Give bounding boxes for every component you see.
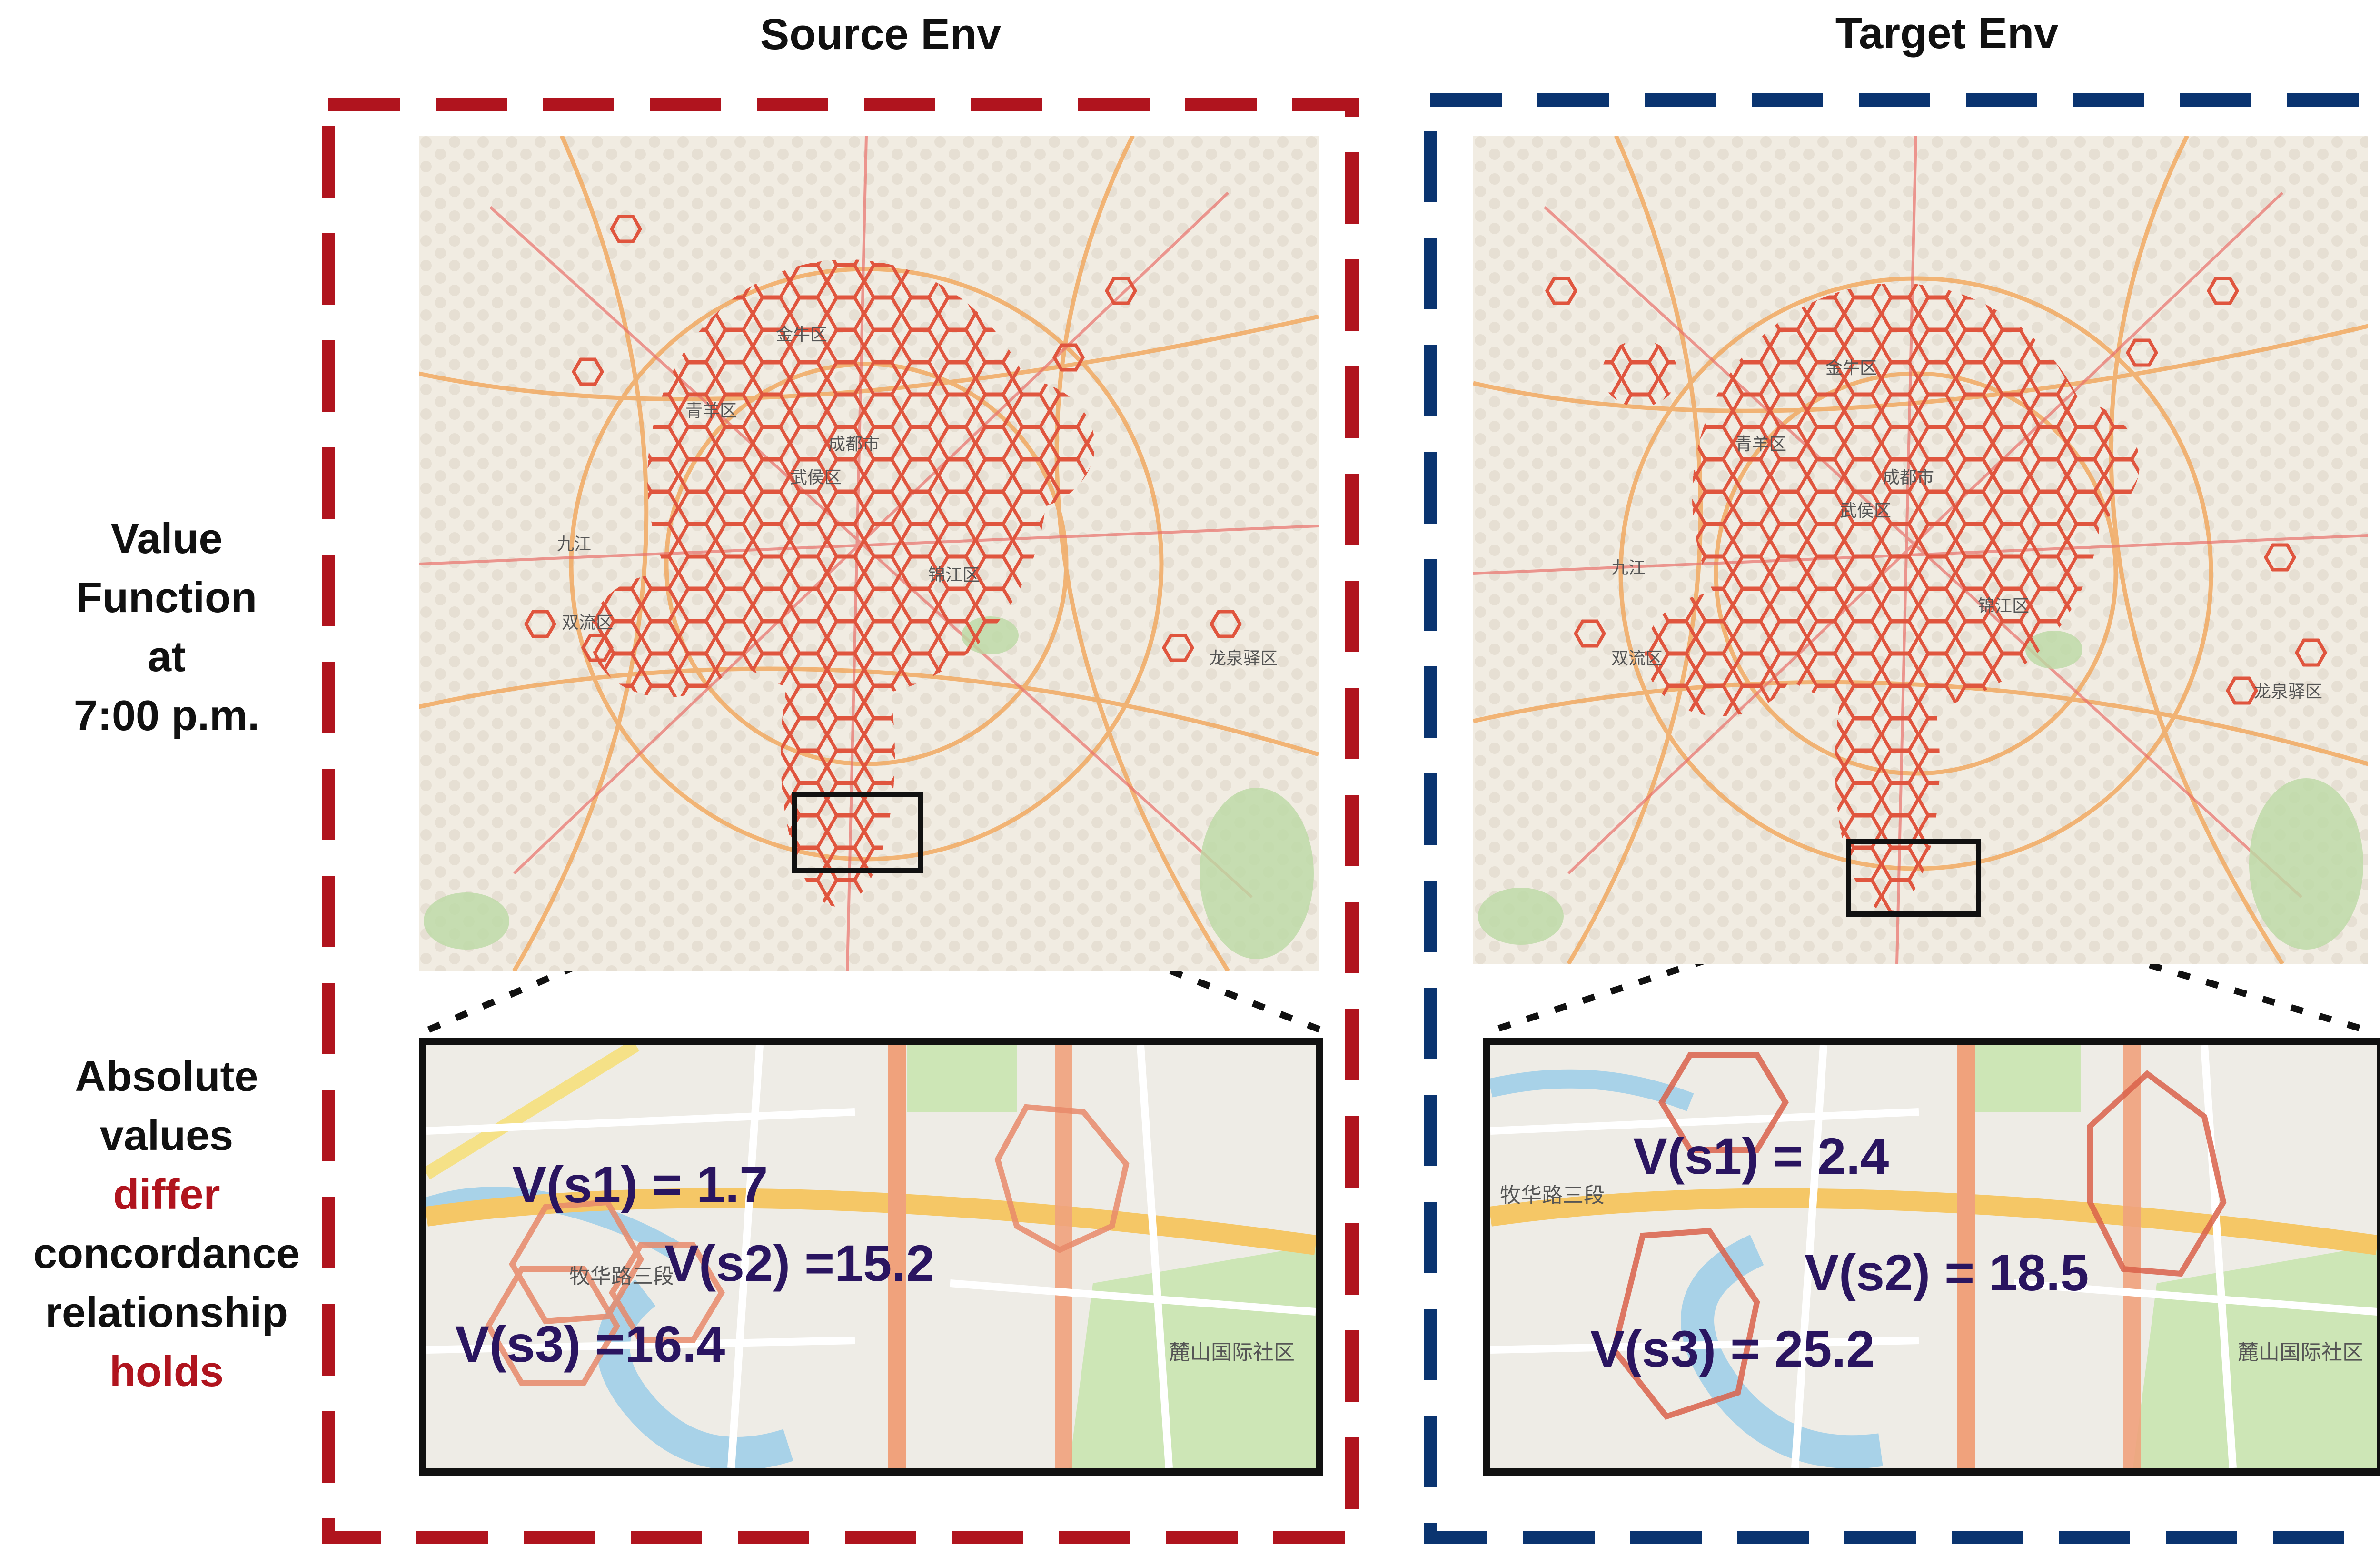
map-label: 麓山国际社区 [1169, 1340, 1295, 1365]
holds-highlight: holds [109, 1348, 224, 1396]
source-env-header: Source Env [760, 10, 1002, 59]
source-map: 金牛区 青羊区 成都市 武侯区 锦江区 双流区 龙泉驿区 九江 [419, 136, 1319, 971]
source-zoom-region [792, 792, 923, 873]
map-label: 成都市 [828, 435, 880, 454]
target-zoom-map: 牧华路三段 麓山国际社区 [1490, 1045, 2377, 1468]
target-env-header: Target Env [1835, 9, 2059, 58]
target-value-s1: V(s1) = 2.4 [1633, 1127, 1889, 1185]
map-label: 牧华路三段 [569, 1264, 674, 1288]
map-label: 双流区 [562, 613, 613, 633]
source-value-s3: V(s3) =16.4 [455, 1315, 725, 1373]
value-function-label: Value Function at 7:00 p.m. [73, 515, 260, 740]
target-map: 金牛区 青羊区 成都市 武侯区 锦江区 双流区 龙泉驿区 九江 [1473, 136, 2368, 964]
map-label: 龙泉驿区 [2254, 682, 2322, 702]
map-label: 金牛区 [776, 325, 827, 345]
map-label: 金牛区 [1825, 358, 1877, 378]
map-label: 九江 [1611, 558, 1646, 578]
source-zoom-map: 牧华路三段 麓山国际社区 [426, 1045, 1316, 1468]
source-map-canvas: 金牛区 青羊区 成都市 武侯区 锦江区 双流区 龙泉驿区 九江 [419, 136, 1319, 971]
differ-highlight: differ [113, 1171, 220, 1218]
absolute-values-label: Absolute values differ concordance relat… [10, 1047, 324, 1401]
target-value-s3: V(s3) = 25.2 [1590, 1320, 1875, 1377]
map-label: 青羊区 [685, 401, 737, 421]
target-zoom-region [1846, 839, 1981, 917]
source-env-frame [322, 98, 1359, 1544]
source-value-s1: V(s1) = 1.7 [512, 1156, 768, 1213]
target-map-canvas: 金牛区 青羊区 成都市 武侯区 锦江区 双流区 龙泉驿区 九江 [1473, 136, 2368, 964]
map-label: 麓山国际社区 [2238, 1340, 2363, 1365]
target-zoom-inset: 牧华路三段 麓山国际社区 V(s1) = 2.4 V(s2) = 18.5 V(… [1483, 1038, 2380, 1476]
map-label: 锦江区 [928, 565, 980, 585]
map-label: 武侯区 [790, 468, 842, 487]
map-label: 双流区 [1611, 649, 1663, 668]
map-label: 武侯区 [1840, 501, 1891, 521]
source-zoom-inset: 牧华路三段 麓山国际社区 V(s1) = 1.7 V(s2) =15.2 V(s… [419, 1038, 1323, 1476]
map-label: 九江 [557, 535, 591, 554]
target-env-frame [1424, 93, 2380, 1544]
map-label: 锦江区 [1978, 596, 2029, 616]
map-label: 牧华路三段 [1500, 1183, 1605, 1208]
source-value-s2: V(s2) =15.2 [664, 1234, 935, 1292]
map-label: 成都市 [1883, 468, 1934, 487]
map-label: 龙泉驿区 [1209, 649, 1278, 668]
target-value-s2: V(s2) = 18.5 [1805, 1244, 2089, 1301]
map-label: 青羊区 [1735, 435, 1786, 454]
